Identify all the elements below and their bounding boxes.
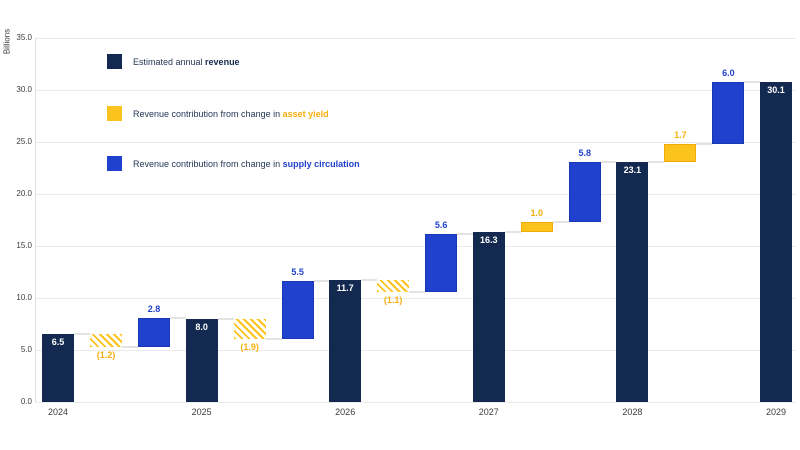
bar-2029-revenue (760, 81, 792, 402)
connector-2026-c (457, 232, 473, 235)
legend-label-supply-circulation: Revenue contribution from change in supp… (133, 158, 360, 169)
bar-2024-asset-yield (90, 334, 122, 347)
bar-2025-revenue (185, 318, 218, 402)
bar-2026-asset-yield (377, 280, 410, 292)
connector-2028-c (744, 80, 760, 83)
connector-2027-a (504, 231, 521, 234)
connector-2024-b (122, 345, 138, 348)
x-label-2024: 2024 (47, 407, 69, 417)
bar-value-2024-supply-circulation: 2.8 (147, 303, 161, 314)
legend-item-supply-circulation: Revenue contribution from change in supp… (107, 156, 360, 171)
bar-value-2024-revenue: 6.5 (51, 337, 65, 348)
gridline-30.0 (35, 90, 796, 91)
gridline-10.0 (35, 298, 796, 299)
bar-2024-revenue (42, 334, 74, 402)
bar-value-2026-asset-yield: (1.1) (383, 294, 403, 305)
bar-value-2027-revenue: 16.3 (480, 235, 498, 246)
gridline-20.0 (35, 194, 796, 195)
bar-2026-revenue (329, 280, 362, 402)
legend-highlight-asset-yield: asset yield (282, 108, 329, 119)
bar-value-2027-asset-yield: 1.0 (530, 208, 544, 219)
connector-2025-b (265, 337, 282, 340)
legend-swatch-supply-circulation (107, 156, 122, 171)
connector-2025-c (313, 280, 330, 283)
bar-2028-asset-yield (664, 144, 697, 162)
bar-value-2029-revenue: 30.1 (767, 84, 785, 95)
bar-value-2028-asset-yield: 1.7 (674, 130, 687, 141)
x-label-2027: 2027 (478, 407, 499, 417)
legend-item-revenue: Estimated annual revenue (107, 54, 240, 69)
bar-value-2028-revenue: 23.1 (623, 164, 642, 175)
x-label-2026: 2026 (335, 407, 356, 417)
gridline-35.0 (35, 38, 796, 39)
connector-2024-c (170, 316, 186, 319)
y-axis-line (35, 38, 36, 402)
bar-value-2025-supply-circulation: 5.5 (291, 267, 304, 278)
connector-2027-b (552, 221, 569, 224)
gridline-15.0 (35, 246, 796, 247)
bar-value-2026-supply-circulation: 5.6 (434, 219, 448, 230)
legend-label-asset-yield: Revenue contribution from change in asse… (133, 108, 329, 119)
y-tick-label-35.0: 35.0 (16, 33, 32, 42)
bar-2025-asset-yield (233, 318, 266, 339)
legend-label-revenue: Estimated annual revenue (133, 56, 240, 67)
x-label-2025: 2025 (191, 407, 212, 417)
bar-value-2027-supply-circulation: 5.8 (578, 147, 592, 158)
connector-2027-c (600, 160, 617, 163)
connector-2028-a (648, 160, 665, 163)
connector-2024-a (74, 333, 90, 336)
connector-2026-b (409, 290, 426, 293)
bar-value-2026-revenue: 11.7 (336, 283, 354, 294)
y-tick-label-5.0: 5.0 (20, 345, 32, 354)
x-label-2028: 2028 (622, 407, 643, 417)
gridline-25.0 (35, 142, 796, 143)
legend-highlight-supply-circulation: supply circulation (282, 158, 360, 169)
bar-2024-supply-circulation (138, 317, 170, 347)
y-tick-label-20.0: 20.0 (16, 189, 32, 198)
gridline-0.0 (35, 402, 796, 403)
legend-item-asset-yield: Revenue contribution from change in asse… (107, 106, 329, 121)
bar-value-2025-revenue: 8.0 (195, 321, 208, 332)
legend-swatch-asset-yield (107, 106, 122, 121)
bar-2028-revenue (616, 161, 649, 402)
bar-value-2024-asset-yield: (1.2) (96, 349, 116, 360)
connector-2026-a (361, 279, 378, 282)
bar-2028-supply-circulation (712, 81, 745, 145)
bar-2026-supply-circulation (425, 233, 458, 292)
bar-value-2028-supply-circulation: 6.0 (722, 67, 735, 78)
legend-highlight-revenue: revenue (205, 56, 240, 67)
connector-2028-b (696, 143, 713, 146)
legend-swatch-revenue (107, 54, 122, 69)
bar-2027-asset-yield (520, 222, 553, 233)
y-tick-label-0.0: 0.0 (20, 397, 32, 406)
bar-2025-supply-circulation (281, 281, 314, 339)
y-tick-label-15.0: 15.0 (16, 241, 32, 250)
bar-2027-revenue (472, 232, 505, 402)
y-tick-label-25.0: 25.0 (16, 137, 32, 146)
y-tick-label-30.0: 30.0 (16, 85, 32, 94)
bar-value-2025-asset-yield: (1.9) (240, 341, 259, 352)
y-tick-label-10.0: 10.0 (16, 293, 32, 302)
gridline-5.0 (35, 350, 796, 351)
connector-2025-a (217, 317, 234, 320)
bar-2027-supply-circulation (568, 161, 601, 223)
x-label-2029: 2029 (765, 407, 787, 417)
